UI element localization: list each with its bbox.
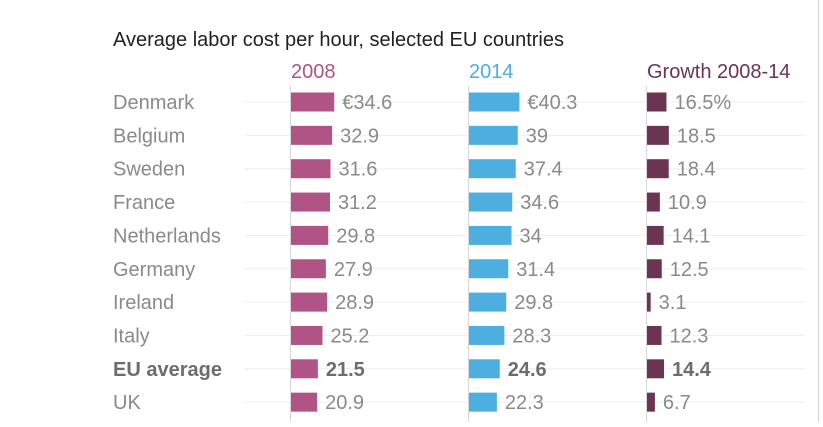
value-label-1: €40.3 xyxy=(527,92,577,114)
bar-1 xyxy=(469,392,497,412)
value-label-1: 28.3 xyxy=(512,325,551,347)
bar-0 xyxy=(291,392,318,412)
value-label-2: 14.1 xyxy=(672,225,711,247)
bar-2 xyxy=(647,159,669,179)
bar-1 xyxy=(469,325,505,345)
category-labels: Denmark Belgium Sweden France Netherlands Ger… xyxy=(113,92,222,414)
value-label-1: 29.8 xyxy=(514,292,553,314)
bar-1 xyxy=(469,192,513,212)
value-label-2: 3.1 xyxy=(659,292,687,314)
bar-2 xyxy=(647,125,669,145)
bar-0 xyxy=(291,159,331,179)
category-label: Belgium xyxy=(113,125,185,147)
value-label-2: 6.7 xyxy=(663,392,691,414)
bar-2 xyxy=(647,359,664,379)
bar-1 xyxy=(469,259,509,279)
bar-1 xyxy=(469,125,518,145)
bar-1 xyxy=(469,225,512,245)
series-header-2: Growth 2008-14 xyxy=(647,61,790,83)
value-label-0: 21.5 xyxy=(326,359,365,381)
value-label-2: 12.5 xyxy=(670,259,709,281)
value-label-0: 29.8 xyxy=(336,225,375,247)
bar-2 xyxy=(647,259,662,279)
category-label: Sweden xyxy=(113,159,185,181)
value-label-1: 34.6 xyxy=(520,192,559,214)
value-label-1: 34 xyxy=(520,225,542,247)
chart-title: Average labor cost per hour, selected EU… xyxy=(113,29,564,51)
value-label-1: 22.3 xyxy=(505,392,544,414)
value-label-2: 18.5 xyxy=(677,125,716,147)
value-label-0: 20.9 xyxy=(325,392,364,414)
bar-0 xyxy=(291,192,330,212)
category-label: France xyxy=(113,192,175,214)
bar-0 xyxy=(291,92,335,112)
value-label-0: 27.9 xyxy=(334,259,373,281)
category-label: Italy xyxy=(113,325,150,347)
series-header-0: 2008 xyxy=(291,61,336,83)
value-label-0: 31.6 xyxy=(339,159,378,181)
value-label-0: 32.9 xyxy=(340,125,379,147)
value-label-2: 10.9 xyxy=(668,192,707,214)
value-label-0: 28.9 xyxy=(335,292,374,314)
bar-1 xyxy=(469,92,520,112)
value-label-1: 24.6 xyxy=(508,359,547,381)
bar-1 xyxy=(469,159,516,179)
bar-2 xyxy=(647,225,664,245)
series-header-1: 2014 xyxy=(469,61,514,83)
category-label: Denmark xyxy=(113,92,195,114)
axis-lines xyxy=(290,86,647,422)
value-label-2: 12.3 xyxy=(670,325,709,347)
bar-0 xyxy=(291,259,326,279)
bar-0 xyxy=(291,292,328,312)
row-separators xyxy=(245,101,805,403)
value-label-2: 18.4 xyxy=(677,159,716,181)
bar-0 xyxy=(291,225,329,245)
category-label: EU average xyxy=(113,359,222,381)
frame-edge xyxy=(818,0,819,422)
value-label-0: 25.2 xyxy=(331,325,370,347)
value-labels: €34.6 €40.3 16.5% 32.9 39 18.5 31.6 37.4 18.4 31.… xyxy=(325,92,731,414)
value-label-0: €34.6 xyxy=(342,92,392,114)
category-label: Netherlands xyxy=(113,225,221,247)
category-label: UK xyxy=(113,392,141,414)
value-label-0: 31.2 xyxy=(338,192,377,214)
category-label: Ireland xyxy=(113,292,174,314)
bar-1 xyxy=(469,292,507,312)
bar-2 xyxy=(647,192,660,212)
bars xyxy=(291,92,669,412)
value-label-1: 31.4 xyxy=(516,259,555,281)
value-label-1: 39 xyxy=(526,125,548,147)
bar-1 xyxy=(469,359,500,379)
bar-0 xyxy=(291,125,333,145)
value-label-1: 37.4 xyxy=(524,159,563,181)
value-label-2: 14.4 xyxy=(672,359,712,381)
series-headers: 2008 2014 Growth 2008-14 xyxy=(291,61,790,83)
value-label-2: 16.5% xyxy=(674,92,731,114)
bar-0 xyxy=(291,359,318,379)
bar-0 xyxy=(291,325,323,345)
bar-2 xyxy=(647,92,667,112)
category-label: Germany xyxy=(113,259,195,281)
bar-2 xyxy=(647,325,662,345)
bar-2 xyxy=(647,292,651,312)
bar-2 xyxy=(647,392,655,412)
